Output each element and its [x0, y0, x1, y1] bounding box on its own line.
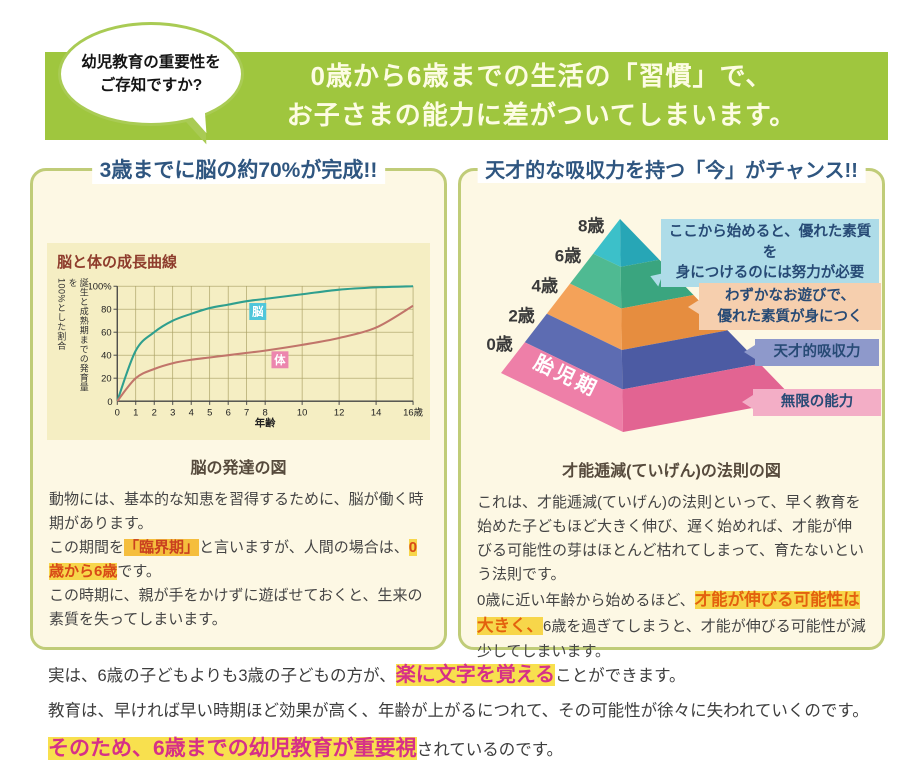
- banner-line-2: お子さまの能力に差がついてしまいます。: [286, 100, 797, 130]
- pyramid-layer-front: [501, 342, 623, 432]
- pyramid-age-label: 0歳: [486, 334, 512, 354]
- paragraph: 0歳に近い年齢から始めるほど、才能が伸びる可能性は大きく、6歳を過ぎてしまうと、…: [477, 587, 866, 664]
- x-tick-label: 10: [297, 406, 307, 417]
- y-tick-label: 60: [101, 326, 111, 337]
- pyramid-callout: わずかなお遊びで、 優れた素質が身につく: [688, 283, 881, 331]
- callout-line: わずかなお遊びで、: [725, 288, 855, 304]
- right-panel-body-text: これは、才能逓減(ていげん)の法則といって、早く教育を始めた子どもほど大きく伸び…: [461, 481, 882, 664]
- x-tick-label: 12: [334, 406, 344, 417]
- highlighted-text: 「臨界期」: [124, 539, 200, 556]
- pyramid-age-label: 2歳: [508, 306, 534, 326]
- y-tick-label: 80: [101, 304, 111, 315]
- series-badge: [249, 303, 266, 320]
- text-run: 6歳を過ぎてしまうと、才能が伸びる可能性が減少してしまいます。: [477, 618, 866, 660]
- paragraph: この時期に、親が手をかけずに遊ばせておくと、生来の素質を失ってしまいます。: [49, 584, 428, 632]
- text-run: と言いますが、人間の場合は、: [199, 539, 409, 556]
- pyramid-layer-front: [524, 313, 623, 390]
- series-badge-label: 体: [274, 353, 286, 367]
- left-panel-title: 3歳までに脳の約70%が完成!!: [91, 154, 386, 184]
- y-tick-label: 40: [101, 349, 111, 360]
- talent-pyramid-figure: 8歳 6歳 4歳 2歳 0歳 胎児期 ここから始めると、優れた素質を 身につけるのには努力が…: [461, 171, 882, 443]
- paragraph: 動物には、基本的な知恵を習得するために、脳が働く時期があります。: [49, 488, 428, 536]
- text-run: です。: [117, 563, 161, 580]
- text-run: 教育は、早ければ早い時期ほど効果が高く、年齢が上がるにつれて、その可能性が徐々に…: [48, 702, 869, 720]
- x-tick-label: 5: [207, 406, 212, 417]
- summary-text: 実は、6歳の子どもよりも3歳の子どもの方が、楽に文字を覚えることができます。教育…: [48, 660, 882, 773]
- text-run: 動物には、基本的な知恵を習得するために、脳が働く時期があります。: [49, 491, 424, 532]
- text-run: 0歳に近い年齢から始めるほど、: [477, 592, 695, 609]
- right-figure-caption: 才能逓減(ていげん)の法則の図: [562, 463, 781, 480]
- left-figure-caption: 脳の発達の図: [190, 460, 287, 477]
- highlighted-text: そのため、6歳までの幼児教育が重要視: [48, 736, 417, 760]
- text-run: されているのです。: [416, 740, 564, 759]
- x-tick-label: 1: [133, 406, 138, 417]
- pyramid-age-label: 8歳: [578, 216, 604, 236]
- series-badge-label: 脳: [252, 306, 264, 319]
- y-tick-label: 0: [107, 396, 112, 407]
- x-tick-label: 16歳: [403, 406, 423, 417]
- text-run: この時期に、親が手をかけずに遊ばせておくと、生来の素質を失ってしまいます。: [49, 587, 423, 628]
- x-tick-label: 0: [114, 406, 119, 417]
- x-tick-label: 4: [188, 406, 193, 417]
- x-tick-label: 2: [151, 406, 156, 417]
- chart-title: 脳と体の成長曲線: [57, 254, 178, 271]
- summary-line: 実は、6歳の子どもよりも3歳の子どもの方が、楽に文字を覚えることができます。: [48, 660, 882, 690]
- pyramid-layer-side: [621, 330, 760, 390]
- pyramid-age-label: 6歳: [555, 246, 581, 266]
- pyramid-callout: 無限の能力: [742, 389, 881, 416]
- pyramid-layer-front: [593, 219, 621, 267]
- chart-y-axis-label: 誕生と成熟期までの発育量を 100%とした割合: [56, 278, 89, 392]
- brain-development-panel: 3歳までに脳の約70%が完成!! 脳と体の成長曲線 誕生と成熟期までの発育量を …: [30, 154, 447, 650]
- pyramid-layer-side: [620, 219, 660, 267]
- summary-line: 教育は、早ければ早い時期ほど効果が高く、年齢が上がるにつれて、その可能性が徐々に…: [48, 699, 882, 724]
- x-tick-label: 8: [262, 406, 267, 417]
- right-panel-title: 天才的な吸収力を持つ「今」がチャンス!!: [477, 154, 866, 183]
- callout-line: 無限の能力: [780, 394, 854, 410]
- series-curve-脳: [116, 285, 413, 402]
- y-tick-label: 20: [101, 372, 111, 383]
- banner-line-1: 0歳から6歳までの生活の「習慣」で、: [310, 61, 773, 91]
- x-tick-label: 14: [371, 406, 381, 417]
- speech-bubble: 幼児教育の重要性を ご存知ですか?: [58, 22, 244, 126]
- pyramid-layer-front: [546, 283, 622, 350]
- x-tick-label: 7: [244, 406, 249, 417]
- callout-line: 身につけるのには努力が必要: [675, 265, 865, 282]
- pyramid-callout: 天才的吸収力: [744, 339, 879, 366]
- text-run: この期間を: [49, 539, 125, 556]
- x-tick-label: 3: [170, 406, 175, 417]
- paragraph: この期間を「臨界期」と言いますが、人間の場合は、0歳から6歳です。: [49, 536, 428, 584]
- callout-line: 天才的吸収力: [773, 344, 861, 360]
- text-run: これは、才能逓減(ていげん)の法則といって、早く教育を始めた子どもほど大きく伸び…: [477, 494, 865, 583]
- absorption-panel: 天才的な吸収力を持つ「今」がチャンス!! 8歳 6歳 4歳 2歳 0歳 胎児期 ここから始…: [458, 154, 885, 660]
- summary-line: そのため、6歳までの幼児教育が重要視されているのです。: [48, 733, 882, 765]
- series-curve-体: [116, 304, 414, 402]
- header-banner-text: 0歳から6歳までの生活の「習慣」で、 お子さまの能力に差がついてしまいます。: [287, 57, 797, 135]
- y-tick-label: 100%: [89, 281, 112, 292]
- paragraph: これは、才能逓減(ていげん)の法則といって、早く教育を始めた子どもほど大きく伸び…: [477, 491, 866, 587]
- left-panel-body-text: 動物には、基本的な知恵を習得するために、脳が働く時期があります。 この期間を「臨界…: [33, 478, 444, 632]
- speech-bubble-line-1: 幼児教育の重要性を: [81, 53, 221, 71]
- highlighted-text: 楽に文字を覚える: [395, 664, 556, 686]
- speech-bubble-line-2: ご存知ですか?: [99, 77, 203, 94]
- pyramid-layer-side: [622, 363, 795, 432]
- x-axis-label: 年齢: [255, 417, 276, 430]
- pyramid-callout: ここから始めると、優れた素質を身につけるのには努力が必要: [661, 219, 879, 287]
- pyramid-age-label: 4歳: [532, 276, 558, 296]
- callout-line: ここから始めると、優れた素質を: [668, 224, 872, 261]
- text-run: ことができます。: [555, 667, 686, 685]
- text-run: 実は、6歳の子どもよりも3歳の子どもの方が、: [48, 667, 396, 685]
- pyramid-layer-front: [570, 253, 622, 309]
- callout-line: 優れた素質が身につく: [717, 308, 863, 325]
- x-tick-label: 6: [225, 406, 230, 417]
- series-badge: [271, 351, 289, 369]
